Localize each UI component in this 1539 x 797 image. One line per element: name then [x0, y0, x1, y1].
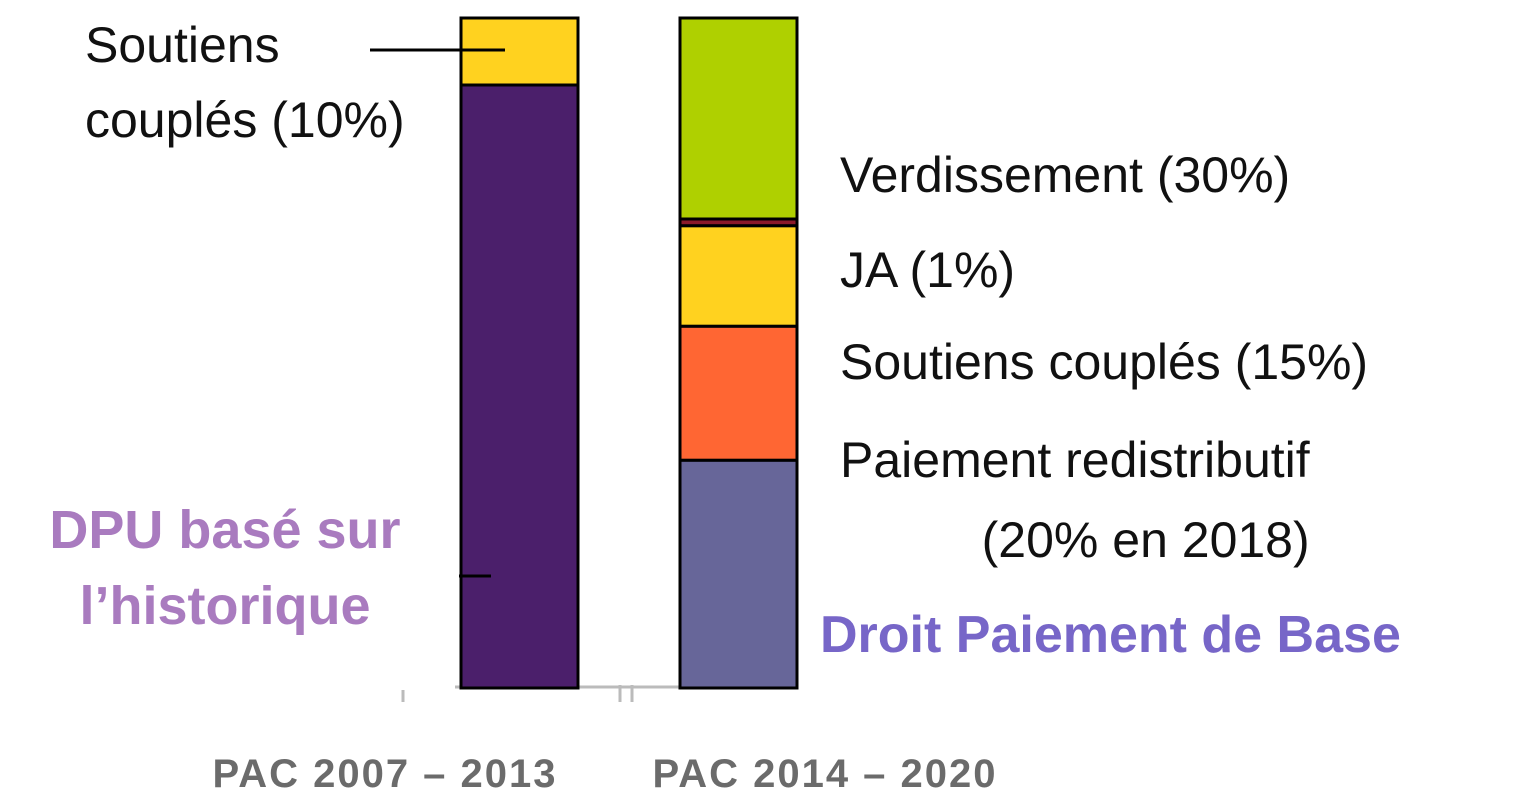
x-tick-label: PAC 2014 – 2020 — [652, 752, 998, 796]
segment-label: Droit Paiement de Base — [820, 606, 1401, 664]
segment-label: DPU basé sur l’historique — [49, 500, 401, 636]
segment-label: Paiement redistributif (20% en 2018) — [840, 432, 1310, 568]
segment-label: JA (1%) — [840, 242, 1016, 298]
bar-segment — [678, 224, 799, 328]
bar-segment — [678, 16, 799, 221]
bar-segment — [678, 458, 799, 690]
bar-segment — [678, 324, 799, 462]
bars — [459, 16, 799, 690]
segment-label: Soutiens couplés (15%) — [840, 334, 1369, 390]
x-tick-label: PAC 2007 – 2013 — [212, 752, 558, 796]
bar-segment — [459, 83, 580, 690]
segment-label: Verdissement (30%) — [840, 147, 1291, 203]
segment-label: Soutiens couplés (10%) — [85, 17, 405, 148]
